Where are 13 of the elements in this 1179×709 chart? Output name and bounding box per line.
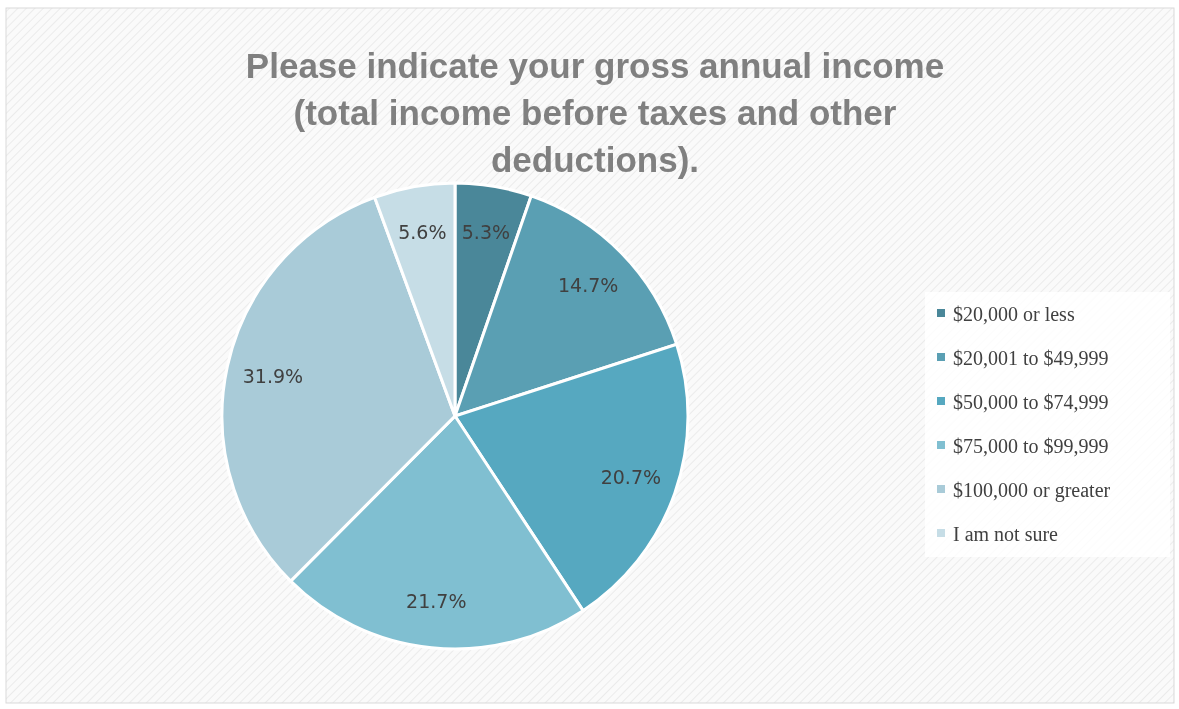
legend-label: I am not sure bbox=[953, 523, 1059, 545]
legend-label: $20,001 to $49,999 bbox=[953, 347, 1109, 369]
chart-title: Please indicate your gross annual income (total income before taxes and other deductions). bbox=[245, 46, 945, 179]
data-label: 31.9% bbox=[242, 364, 304, 387]
legend-label: $50,000 to $74,999 bbox=[953, 391, 1109, 413]
legend-label: $100,000 or greater bbox=[953, 479, 1111, 502]
data-label: 20.7% bbox=[600, 466, 662, 489]
legend-label: $75,000 to $99,999 bbox=[953, 435, 1109, 457]
data-label: 14.7% bbox=[557, 274, 619, 297]
legend-label: $20,000 or less bbox=[953, 303, 1075, 325]
data-label: 21.7% bbox=[406, 590, 467, 613]
data-label: 5.6% bbox=[398, 221, 447, 244]
data-label: 5.3% bbox=[461, 220, 511, 243]
